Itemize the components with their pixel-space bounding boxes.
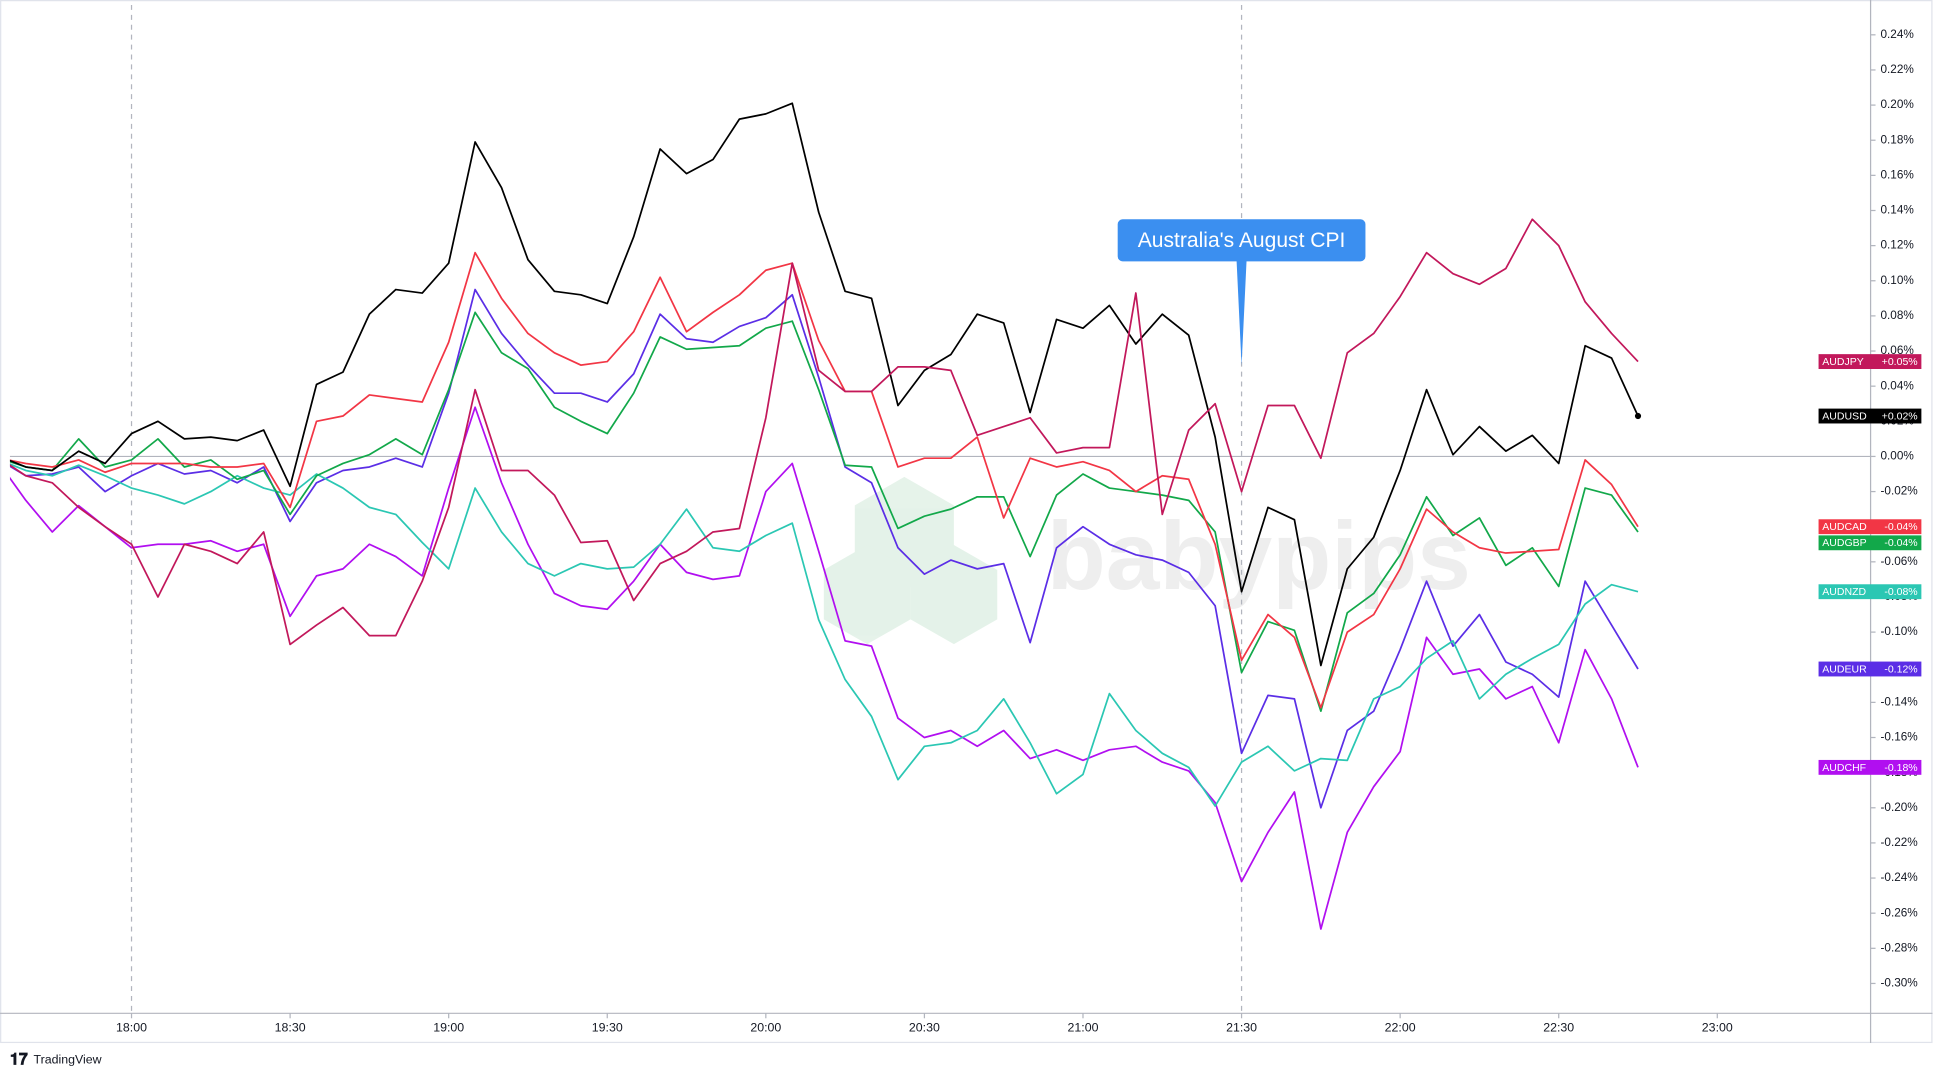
value-label: -0.04% xyxy=(1884,537,1917,549)
x-tick-label: 19:30 xyxy=(592,1020,623,1034)
y-tick-label: -0.14% xyxy=(1880,695,1918,708)
x-tick-label: 21:00 xyxy=(1068,1020,1099,1034)
y-tick-label: 0.10% xyxy=(1880,274,1914,287)
y-tick-label: -0.02% xyxy=(1880,485,1918,498)
value-label: -0.18% xyxy=(1884,762,1917,774)
legend-label: AUDUSD xyxy=(1822,410,1867,422)
y-tick-label: -0.26% xyxy=(1880,906,1918,919)
y-tick-label: 0.12% xyxy=(1880,239,1914,252)
legend-label: AUDCAD xyxy=(1822,521,1867,533)
y-tick-label: -0.16% xyxy=(1880,731,1918,744)
legend-label: AUDNZD xyxy=(1822,586,1866,598)
last-value-label: AUDNZD -0.08% xyxy=(1818,584,1922,600)
series-line xyxy=(9,463,1639,807)
last-value-labels: AUDJPY +0.05%AUDUSD +0.02%AUDCAD -0.04%AUDG… xyxy=(1818,354,1922,775)
y-tick-label: 0.20% xyxy=(1880,98,1914,111)
watermark-logo xyxy=(854,476,954,591)
label-box xyxy=(1818,408,1922,424)
watermark-logo xyxy=(823,545,911,645)
y-tick-label: -0.30% xyxy=(1880,977,1918,990)
y-tick-label: 0.08% xyxy=(1880,309,1914,322)
footer-logo: 𝟏𝟕 xyxy=(10,1051,28,1069)
watermark: babypips xyxy=(823,476,1471,645)
x-tick-label: 22:30 xyxy=(1543,1020,1574,1034)
y-tick-label: 0.04% xyxy=(1880,379,1914,392)
label-box xyxy=(1818,584,1922,600)
series-line xyxy=(9,251,1639,709)
series-line xyxy=(9,218,1639,646)
x-tick-label: 19:00 xyxy=(433,1020,464,1034)
legend-label: AUDCHF xyxy=(1822,762,1866,774)
x-tick-label: 18:00 xyxy=(116,1020,147,1034)
last-value-label: AUDUSD +0.02% xyxy=(1818,408,1922,424)
x-tick-label: 20:00 xyxy=(750,1020,781,1034)
watermark-text: babypips xyxy=(1047,503,1471,610)
plot-area xyxy=(9,102,1642,930)
value-label: -0.04% xyxy=(1884,521,1917,533)
series-line xyxy=(9,102,1639,667)
y-tick-label: -0.20% xyxy=(1880,801,1918,814)
y-tick-label: -0.06% xyxy=(1880,555,1918,568)
x-tick-label: 20:30 xyxy=(909,1020,940,1034)
value-label: -0.12% xyxy=(1884,663,1917,675)
x-tick-label: 18:30 xyxy=(275,1020,306,1034)
x-tick-label: 21:30 xyxy=(1226,1020,1257,1034)
label-box xyxy=(1818,519,1922,535)
last-value-label: AUDCHF -0.18% xyxy=(1818,759,1922,775)
x-tick-label: 22:00 xyxy=(1385,1020,1416,1034)
y-tick-label: 0.24% xyxy=(1880,28,1914,41)
last-point xyxy=(1634,412,1642,420)
label-box xyxy=(1818,535,1922,551)
value-label: +0.05% xyxy=(1882,356,1918,368)
label-box xyxy=(1818,354,1922,370)
y-tick-label: 0.06% xyxy=(1880,344,1914,357)
y-tick-label: 0.22% xyxy=(1880,63,1914,76)
annotation-text: Australia's August CPI xyxy=(1138,229,1346,252)
chart-frame xyxy=(0,0,1933,1044)
y-tick-label: 0.16% xyxy=(1880,168,1914,181)
last-value-label: AUDCAD -0.04% xyxy=(1818,519,1922,535)
value-label: -0.08% xyxy=(1884,586,1917,598)
series-line xyxy=(9,311,1639,713)
y-tick-label: 0.00% xyxy=(1880,450,1914,463)
label-box xyxy=(1818,661,1922,677)
last-value-label: AUDJPY +0.05% xyxy=(1818,354,1922,370)
y-tick-label: -0.24% xyxy=(1880,871,1918,884)
y-tick-label: 0.18% xyxy=(1880,133,1914,146)
y-tick-label: -0.28% xyxy=(1880,941,1918,954)
callout-box xyxy=(1117,219,1366,366)
y-tick-label: -0.10% xyxy=(1880,625,1918,638)
legend-label: AUDJPY xyxy=(1822,356,1864,368)
last-value-label: AUDEUR -0.12% xyxy=(1818,661,1922,677)
footer: 𝟏𝟕 TradingView xyxy=(10,1051,102,1069)
legend-label: AUDEUR xyxy=(1822,663,1867,675)
x-tick-label: 23:00 xyxy=(1702,1020,1733,1034)
legend-label: AUDGBP xyxy=(1822,537,1866,549)
y-tick-label: -0.22% xyxy=(1880,836,1918,849)
value-label: +0.02% xyxy=(1882,410,1918,422)
footer-text: TradingView xyxy=(33,1053,101,1067)
annotation: Australia's August CPI xyxy=(1117,219,1366,366)
label-box xyxy=(1818,759,1922,775)
last-value-label: AUDGBP -0.04% xyxy=(1818,535,1922,551)
y-tick-label: 0.14% xyxy=(1880,204,1914,217)
